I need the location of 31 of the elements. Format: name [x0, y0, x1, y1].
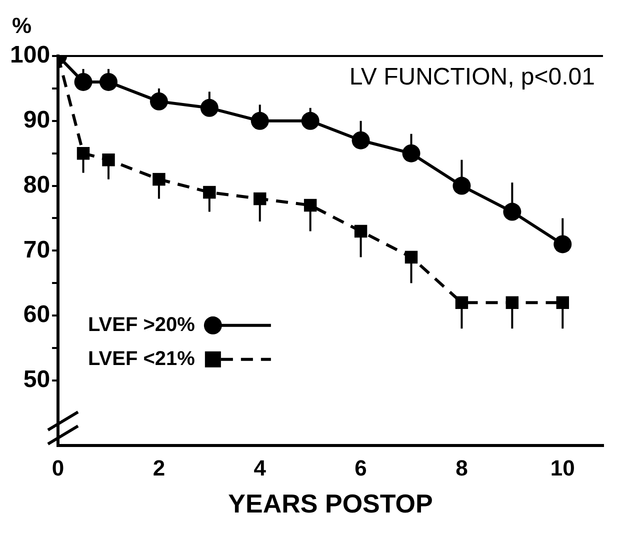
point — [554, 235, 572, 254]
x-axis-title: YEARS POSTOP — [228, 488, 433, 519]
y-tick-label: 80 — [23, 171, 50, 198]
x-tick-label: 6 — [354, 456, 367, 481]
point — [102, 153, 115, 166]
y-axis-title: % — [12, 13, 32, 38]
x-tick-label: 4 — [254, 456, 267, 481]
y-tick-label: 60 — [23, 301, 50, 328]
point — [100, 72, 118, 91]
y-tick-label: 70 — [23, 236, 50, 264]
point — [74, 72, 92, 91]
point — [301, 112, 320, 130]
y-tick-label: 50 — [23, 366, 50, 394]
point — [150, 92, 168, 110]
point — [152, 172, 166, 186]
point — [352, 131, 370, 150]
annotation: LV FUNCTION, p<0.01 — [349, 64, 595, 91]
point — [203, 186, 216, 199]
x-tick-label: 0 — [52, 456, 64, 481]
y-tick-label: 90 — [23, 106, 50, 134]
point — [452, 176, 471, 195]
point — [402, 144, 420, 162]
x-tick-label: 8 — [456, 456, 468, 481]
x-tick-label: 2 — [152, 456, 166, 481]
point — [250, 112, 269, 130]
point — [200, 98, 218, 117]
point — [503, 202, 522, 221]
x-tick-label: 10 — [550, 456, 575, 481]
legend-label: LVEF >20% — [88, 314, 196, 336]
legend-label: LVEF <21% — [88, 348, 196, 370]
y-tick-label: 100 — [10, 42, 50, 69]
